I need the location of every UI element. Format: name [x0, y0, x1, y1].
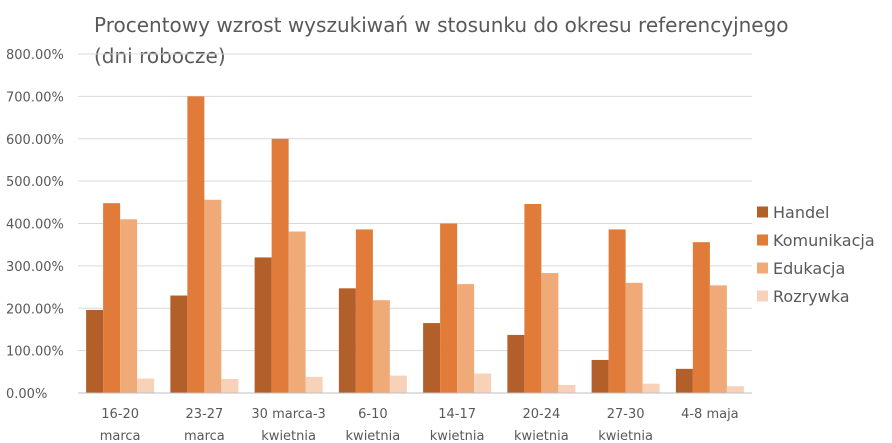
legend-swatch	[757, 206, 768, 218]
x-category-label: kwietnia	[430, 429, 485, 443]
bar-handel-4	[423, 323, 441, 393]
legend-label: Edukacja	[773, 259, 845, 278]
y-tick-label: 100.00%	[6, 345, 64, 360]
bar-handel-5	[507, 334, 525, 393]
x-axis-category-labels: 16-20 marca 23-27 marca 30 marca-3 kwietnia 6-…	[100, 407, 739, 443]
bar-handel-7	[675, 368, 693, 393]
bar-handel-1	[170, 295, 188, 393]
chart-title-line: Procentowy wzrost wyszukiwań w stosunku …	[94, 13, 789, 37]
legend-item-rozrywka: Rozrywka	[757, 287, 850, 306]
y-tick-label: 700.00%	[6, 90, 64, 105]
bar-edukacja-4	[457, 284, 475, 393]
x-category-label: marca	[184, 429, 225, 443]
bar-rozrywka-3	[389, 375, 407, 393]
legend-swatch	[757, 290, 768, 302]
bar-komunikacja-7	[692, 242, 710, 393]
y-tick-label: 200.00%	[6, 302, 64, 317]
chart-title: Procentowy wzrost wyszukiwań w stosunku …	[94, 13, 789, 68]
bar-handel-6	[591, 359, 609, 393]
bar-komunikacja-1	[187, 96, 205, 393]
bar-handel-0	[86, 309, 104, 393]
x-category-label: kwietnia	[261, 429, 316, 443]
legend: Handel Komunikacja Edukacja Rozrywka	[757, 203, 875, 306]
bar-komunikacja-3	[355, 229, 373, 393]
legend-swatch	[757, 234, 768, 246]
x-category-label: 16-20	[101, 407, 139, 422]
bar-handel-3	[338, 288, 356, 393]
legend-label: Handel	[773, 203, 829, 222]
x-category-label: 30 marca-3	[251, 407, 325, 422]
bar-komunikacja-5	[524, 204, 542, 393]
x-category-label: 20-24	[522, 407, 560, 422]
bar-rozrywka-1	[221, 379, 239, 393]
bar-edukacja-2	[288, 231, 306, 393]
bar-komunikacja-2	[271, 138, 289, 393]
legend-swatch	[757, 262, 768, 274]
y-tick-label: 800.00%	[6, 48, 64, 63]
legend-item-edukacja: Edukacja	[757, 259, 845, 278]
x-category-label: kwietnia	[598, 429, 653, 443]
bar-rozrywka-0	[137, 378, 155, 393]
legend-item-komunikacja: Komunikacja	[757, 231, 875, 250]
bar-rozrywka-5	[558, 384, 576, 393]
legend-label: Rozrywka	[773, 287, 850, 306]
y-tick-label: 0.00%	[6, 387, 47, 402]
bar-komunikacja-0	[103, 203, 121, 393]
bar-rozrywka-7	[726, 386, 744, 393]
bar-edukacja-0	[120, 219, 138, 393]
x-category-label: 14-17	[438, 407, 476, 422]
x-category-label: 27-30	[607, 407, 645, 422]
bar-komunikacja-6	[608, 229, 626, 393]
bar-edukacja-3	[372, 300, 390, 393]
y-tick-label: 500.00%	[6, 175, 64, 190]
y-tick-label: 300.00%	[6, 260, 64, 275]
bar-komunikacja-4	[440, 223, 458, 393]
x-category-label: marca	[100, 429, 141, 443]
chart-title-line: (dni robocze)	[94, 44, 226, 68]
bar-edukacja-7	[709, 285, 727, 393]
y-tick-label: 600.00%	[6, 133, 64, 148]
bars	[86, 96, 744, 393]
x-category-label: 23-27	[185, 407, 223, 422]
x-category-label: kwietnia	[346, 429, 401, 443]
bar-handel-2	[254, 257, 272, 393]
bar-edukacja-6	[625, 282, 643, 393]
bar-edukacja-5	[541, 273, 559, 393]
x-category-label: 6-10	[358, 407, 388, 422]
bar-rozrywka-4	[474, 373, 492, 393]
legend-item-handel: Handel	[757, 203, 829, 222]
x-category-label: kwietnia	[514, 429, 569, 443]
bar-edukacja-1	[204, 199, 222, 393]
bar-rozrywka-6	[642, 383, 660, 393]
y-tick-label: 400.00%	[6, 218, 64, 233]
y-axis-tick-labels: 0.00% 100.00% 200.00% 300.00% 400.00% 500.00%…	[6, 48, 64, 402]
bar-rozrywka-2	[305, 376, 323, 393]
x-category-label: 4-8 maja	[681, 407, 739, 422]
legend-label: Komunikacja	[773, 231, 875, 250]
